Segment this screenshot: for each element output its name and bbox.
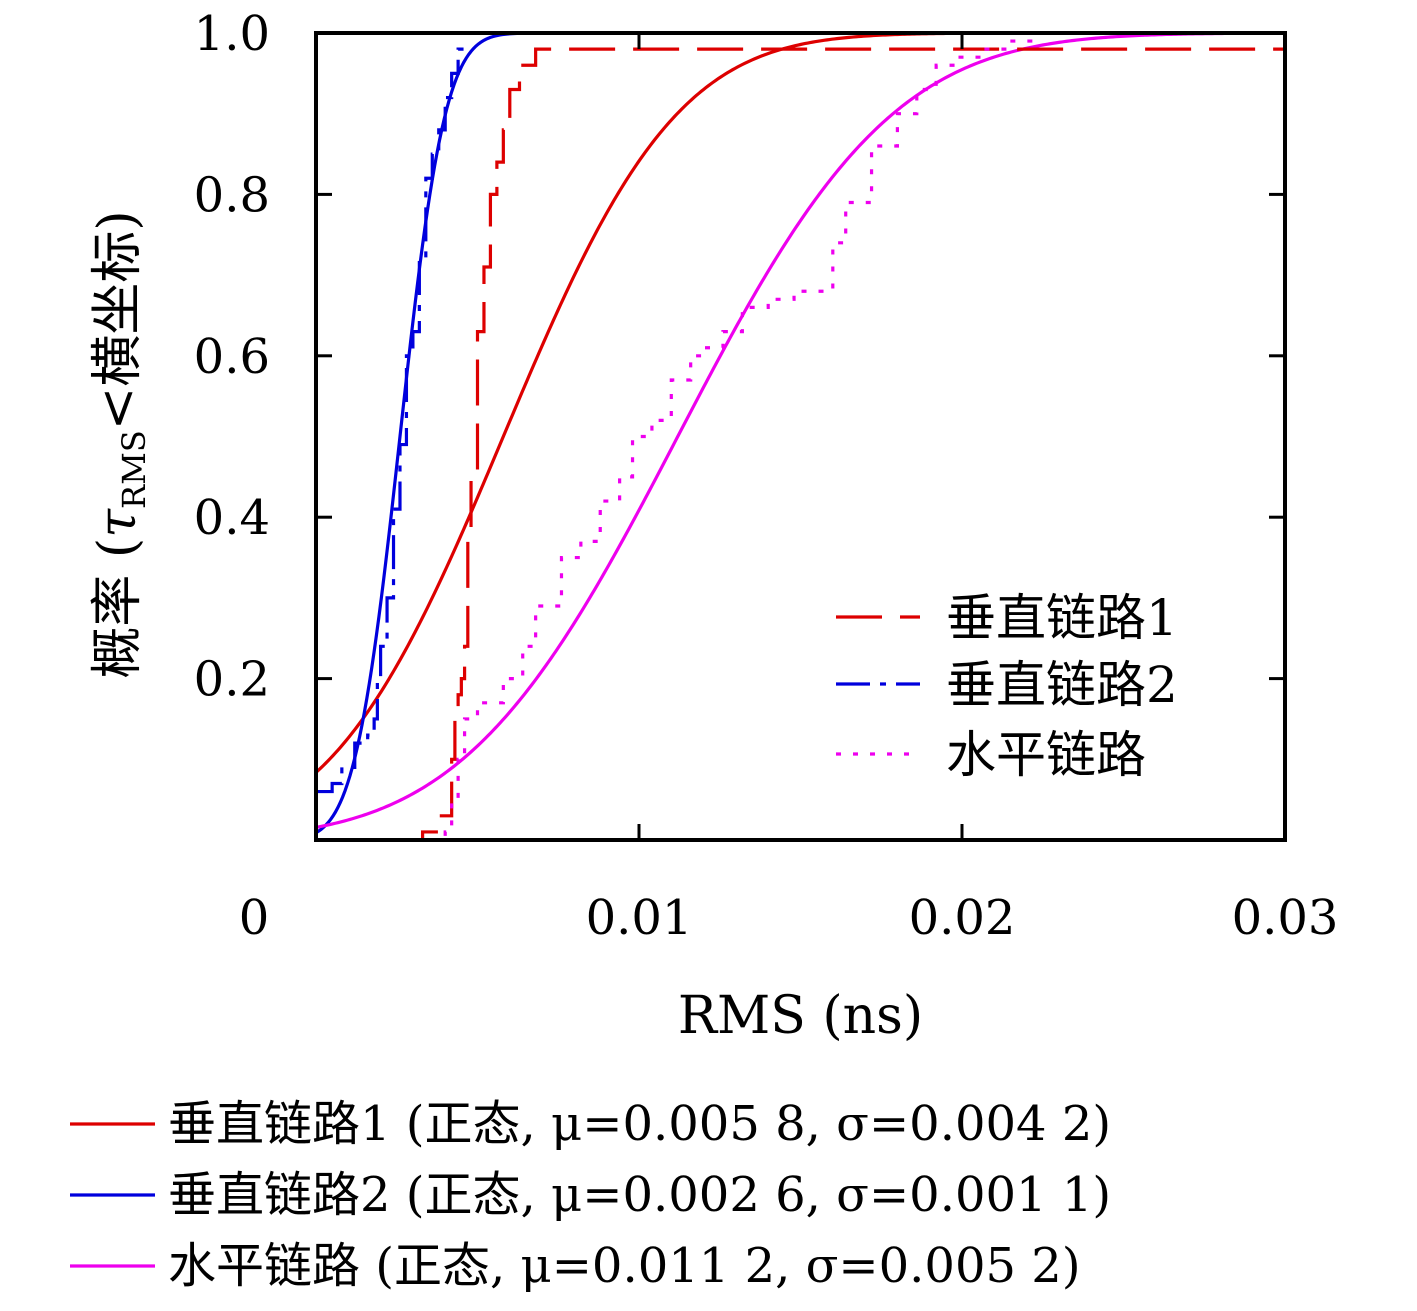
y-tick-label: 0.4	[194, 490, 270, 546]
inner-legend: 垂直链路1 垂直链路2 水平链路	[836, 589, 1178, 784]
inner-legend-label-2: 垂直链路2	[946, 656, 1178, 714]
y-axis-title-suffix: <横坐标)	[88, 210, 148, 430]
plot-curves	[316, 33, 1285, 840]
bottom-legend-label-3: 水平链路 (正态, μ=0.011 2, σ=0.005 2)	[168, 1238, 1081, 1294]
x-axis-title: RMS (ns)	[678, 986, 923, 1046]
plot-frame	[314, 31, 1287, 842]
empirical-curve-3	[432, 33, 1035, 840]
y-tick-label: 0.6	[194, 329, 270, 385]
bottom-legend: 垂直链路1 (正态, μ=0.005 8, σ=0.004 2) 垂直链路2 (正…	[70, 1096, 1111, 1294]
empirical-curve-1	[399, 47, 1285, 840]
bottom-legend-label-2: 垂直链路2 (正态, μ=0.002 6, σ=0.001 1)	[168, 1167, 1111, 1223]
inner-legend-label-3: 水平链路	[946, 726, 1146, 784]
y-axis-title: 概率 (τRMS<横坐标)	[88, 210, 153, 678]
y-tick-label: 0.2	[194, 652, 270, 708]
y-axis-title-prefix: 概率 (	[88, 538, 148, 679]
axes: 0.2 0.4 0.6 0.8 1.0 0 0.01 0.02 0.03	[194, 6, 1339, 946]
bottom-legend-label-1: 垂直链路1 (正态, μ=0.005 8, σ=0.004 2)	[168, 1096, 1111, 1152]
fitted-curve-2	[316, 33, 1285, 835]
x-tick-label: 0.03	[1232, 890, 1339, 946]
y-axis-title-tau: τ	[88, 508, 148, 538]
empirical-curve-2	[316, 41, 467, 794]
fitted-curve-3	[316, 33, 1285, 829]
inner-legend-label-1: 垂直链路1	[946, 589, 1178, 647]
y-tick-label: 0.8	[194, 167, 270, 223]
x-tick-label: 0.01	[586, 890, 693, 946]
x-tick-label: 0.02	[909, 890, 1016, 946]
fitted-curve-1	[316, 33, 1285, 774]
x-tick-label: 0	[239, 890, 270, 946]
y-tick-label: 1.0	[194, 6, 270, 62]
y-axis-title-sub: RMS	[115, 430, 153, 509]
